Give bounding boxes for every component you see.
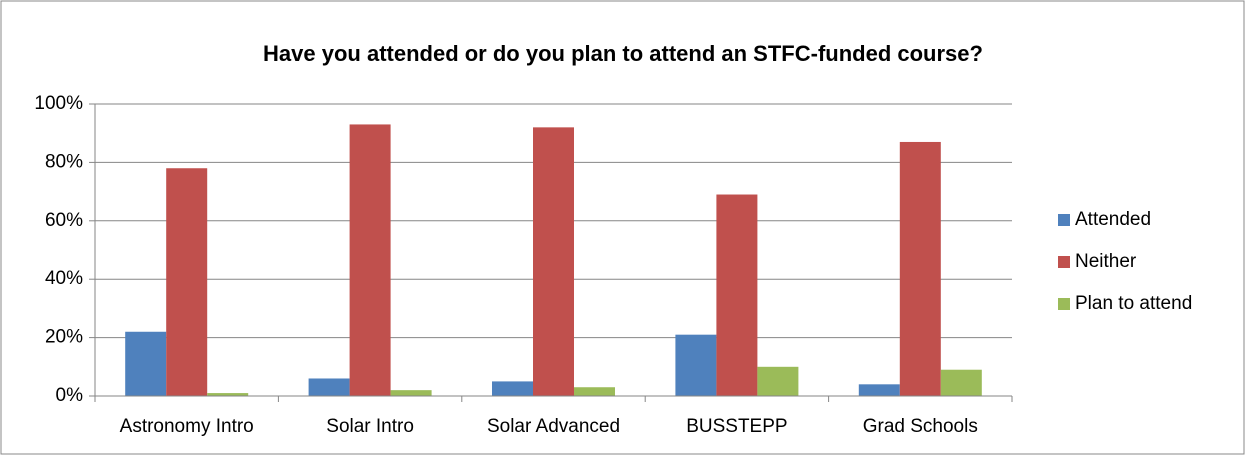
legend-label: Attended <box>1075 209 1151 230</box>
y-tick-label: 20% <box>45 327 83 348</box>
legend-label: Neither <box>1075 251 1137 272</box>
chart-title: Have you attended or do you plan to atte… <box>263 41 983 66</box>
bar <box>858 384 900 396</box>
bar <box>716 194 758 396</box>
bar <box>940 369 982 396</box>
bar <box>207 393 249 396</box>
bar <box>492 381 533 396</box>
bar <box>899 141 941 396</box>
bar <box>574 387 615 396</box>
y-tick-label: 60% <box>45 210 83 231</box>
y-tick-label: 80% <box>45 151 83 172</box>
y-tick-label: 0% <box>56 385 84 406</box>
x-tick-label: BUSSTEPP <box>686 416 787 437</box>
legend-label: Plan to attend <box>1075 293 1192 314</box>
bar <box>166 168 208 396</box>
x-tick-label: Grad Schools <box>863 416 978 437</box>
legend-swatch <box>1058 214 1070 226</box>
bar <box>349 124 391 396</box>
x-tick-label: Solar Advanced <box>487 416 620 437</box>
y-tick-label: 100% <box>34 93 83 114</box>
bar <box>533 127 574 397</box>
legend-swatch <box>1058 256 1070 268</box>
x-tick-label: Astronomy Intro <box>120 416 254 437</box>
bar <box>125 331 167 396</box>
y-tick-label: 40% <box>45 268 83 289</box>
legend-swatch <box>1058 298 1070 310</box>
bar <box>308 378 350 396</box>
x-tick-label: Solar Intro <box>326 416 414 437</box>
bar <box>757 366 799 396</box>
bar <box>390 390 432 396</box>
bar <box>675 334 717 396</box>
